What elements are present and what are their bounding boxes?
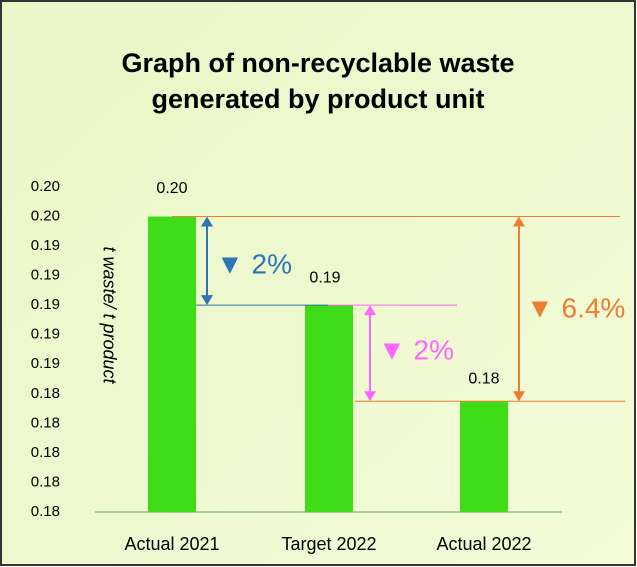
- y-tick-label: 0.18: [31, 473, 60, 490]
- chart-title: generated by product unit: [151, 84, 484, 114]
- value-label: 0.18: [468, 370, 499, 387]
- y-axis-label: t waste/ t product: [99, 246, 119, 384]
- y-tick-label: 0.19: [31, 267, 60, 284]
- annotation: ▼ 6.4%: [526, 292, 625, 323]
- arrow-head: [513, 216, 525, 227]
- y-tick-label: 0.20: [31, 208, 60, 225]
- y-tick-label: 0.18: [31, 444, 60, 461]
- arrow-head: [364, 391, 376, 402]
- bar: [305, 305, 353, 512]
- y-tick-label: 0.19: [31, 355, 60, 372]
- arrow-head: [201, 216, 213, 227]
- y-tick-label: 0.19: [31, 326, 60, 343]
- bar: [460, 401, 508, 512]
- y-tick-label: 0.18: [31, 503, 60, 520]
- bar: [148, 216, 196, 512]
- x-tick-label: Target 2022: [281, 534, 376, 554]
- annotation: ▼ 2%: [378, 334, 454, 365]
- y-tick-label: 0.19: [31, 237, 60, 254]
- arrow-head: [513, 391, 525, 402]
- y-tick-label: 0.18: [31, 414, 60, 431]
- y-tick-label: 0.19: [31, 296, 60, 313]
- y-tick-label: 0.20: [31, 178, 60, 195]
- value-label: 0.20: [156, 180, 187, 197]
- y-tick-label: 0.18: [31, 385, 60, 402]
- annotation: ▼ 2%: [216, 248, 292, 279]
- arrow-head: [364, 305, 376, 316]
- value-label: 0.19: [309, 269, 340, 286]
- arrow-head: [201, 295, 213, 306]
- x-tick-label: Actual 2021: [124, 534, 219, 554]
- x-tick-label: Actual 2022: [436, 534, 531, 554]
- chart-title: Graph of non-recyclable waste: [121, 48, 514, 78]
